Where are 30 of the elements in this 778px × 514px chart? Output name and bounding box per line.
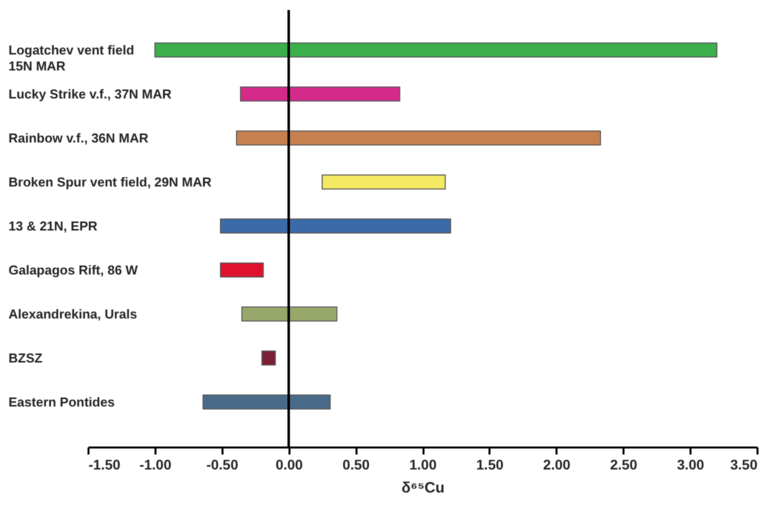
y-tick-label: Lucky Strike v.f., 37N MAR [8,86,172,102]
bar [322,174,446,190]
bar [154,42,718,58]
y-tick-label: BZSZ [8,350,42,366]
y-tick-label: Logatchev vent field 15N MAR [8,42,134,74]
y-tick-label: 13 & 21N, EPR [8,218,98,234]
bar [220,262,264,278]
bar [236,130,601,146]
x-tick-label: 1.00 [409,456,437,472]
x-tick-label: 1.50 [476,456,504,472]
x-tick-label: 0.00 [276,456,304,472]
x-tick-label: -1.00 [139,456,172,472]
bar [240,86,400,102]
x-tick-label: -1.50 [88,456,121,472]
x-tick-label: 2.50 [610,456,638,472]
y-tick-label: Alexandrekina, Urals [8,306,138,322]
x-tick-label: 3.00 [676,456,704,472]
y-tick-label: Galapagos Rift, 86 W [8,262,139,278]
y-tick-label: Eastern Pontides [8,394,115,410]
x-axis-title: δ⁶⁵Cu [401,480,445,496]
bar [220,218,452,234]
bar [241,306,338,322]
x-tick-label: 3.50 [730,456,758,472]
x-tick-label: -0.50 [206,456,238,472]
y-tick-label: Rainbow v.f., 36N MAR [8,130,149,146]
bar [261,350,276,366]
x-tick-label: 2.00 [543,456,571,472]
x-tick-label: 0.50 [342,456,370,472]
y-tick-label: Broken Spur vent field, 29N MAR [8,174,212,190]
bar [202,394,331,410]
